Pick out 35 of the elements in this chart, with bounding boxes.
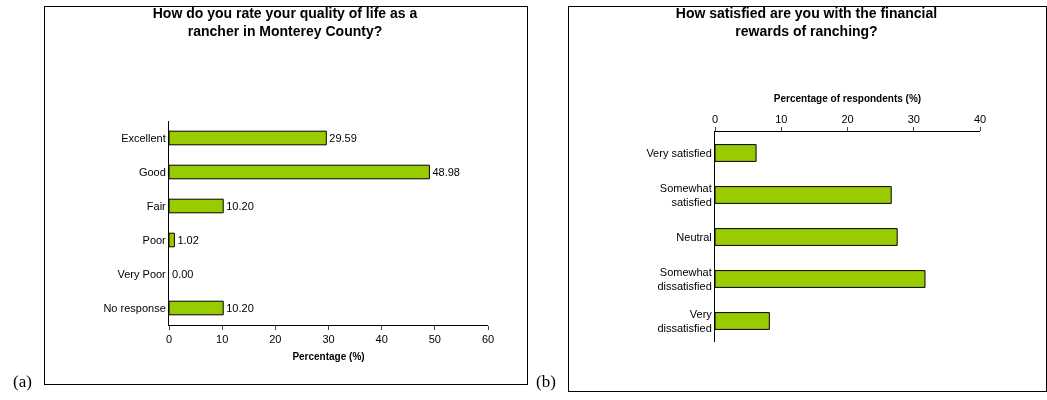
x-tick-label: 60 xyxy=(481,333,495,346)
x-tick-label: 10 xyxy=(216,333,229,346)
y-tick-label: Very satisfied xyxy=(646,146,712,159)
x-tick-label: 20 xyxy=(269,333,282,346)
x-tick-label: 20 xyxy=(841,112,854,125)
text: (a) xyxy=(13,372,32,391)
x-tick-label: 40 xyxy=(375,333,388,346)
y-tick-label: Good xyxy=(138,165,166,178)
x-tick-label: 30 xyxy=(907,112,920,125)
x-tick-label: 0 xyxy=(711,112,719,125)
chart-title: How do you rate your quality of life as a rancher in Monterey County? xyxy=(152,5,418,40)
data-label: 0.00 xyxy=(172,268,194,280)
data-label: 10.20 xyxy=(226,302,254,314)
data-label: 10.20 xyxy=(226,200,254,212)
x-tick-label: 10 xyxy=(775,112,788,125)
chart-title: How satisfied are you with the financial rewards of ranching? xyxy=(675,5,938,40)
y-tick-label: Very dissatisfied xyxy=(657,307,713,334)
y-tick-label: Fair xyxy=(146,199,167,212)
y-tick-label: Poor xyxy=(142,233,167,246)
y-tick-label: Somewhat satisfied xyxy=(659,181,712,208)
y-tick-label: Somewhat dissatisfied xyxy=(657,265,712,292)
y-tick-label: Very Poor xyxy=(117,267,167,280)
data-label: 48.98 xyxy=(432,166,460,178)
x-tick-label: 30 xyxy=(322,333,335,346)
y-tick-label: No response xyxy=(103,301,166,314)
y-tick-label: Neutral xyxy=(676,230,712,243)
x-tick-label: 50 xyxy=(428,333,441,346)
x-axis-title: Percentage (%) xyxy=(292,350,365,362)
x-tick-label: 0 xyxy=(165,333,173,346)
y-tick-label: Excellent xyxy=(121,131,166,144)
x-axis-title: Percentage of respondents (%) xyxy=(773,92,922,104)
data-label: 29.59 xyxy=(329,132,357,144)
x-tick-label: 40 xyxy=(973,112,987,125)
data-label: 1.02 xyxy=(177,234,199,246)
text: (b) xyxy=(536,372,556,391)
